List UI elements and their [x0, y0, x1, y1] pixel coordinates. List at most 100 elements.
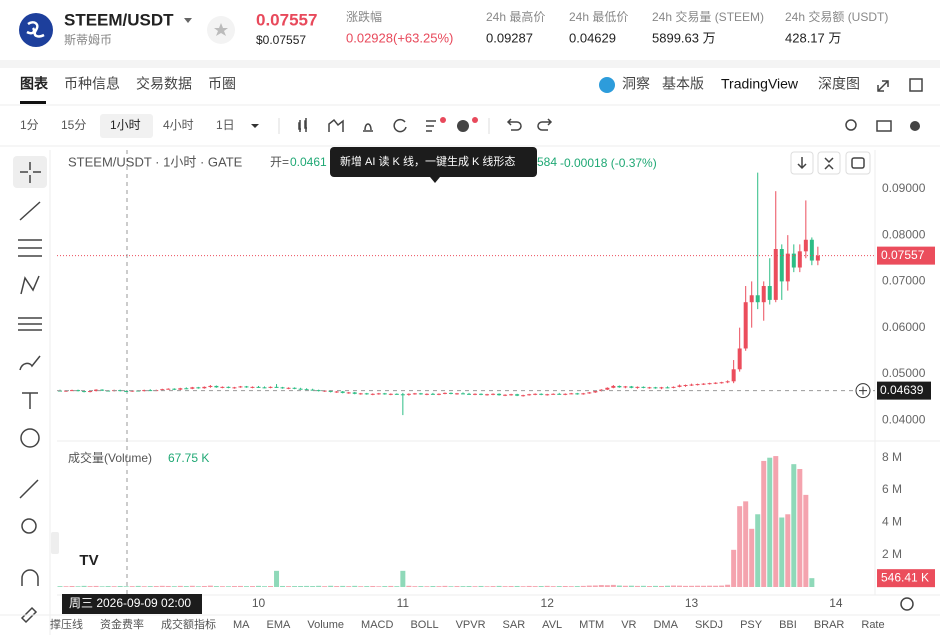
candle-body [238, 386, 243, 388]
tool-lock[interactable] [20, 606, 38, 624]
caret[interactable] [184, 18, 192, 23]
volume-bar [340, 585, 346, 587]
volume-bar [785, 514, 791, 587]
stat-value: 0.04629 [569, 30, 616, 45]
tool-emoji[interactable] [20, 428, 40, 448]
interval[interactable]: 1日 [216, 118, 235, 132]
indicator-tab[interactable]: PSY [740, 619, 763, 631]
axis-settings[interactable] [900, 597, 914, 611]
pane-handle[interactable] [51, 532, 59, 554]
candle-body [442, 392, 447, 394]
volume-bar [237, 585, 243, 587]
indicator-tab[interactable]: VR [621, 619, 636, 631]
tool-fib[interactable] [18, 317, 42, 331]
tool-crosshair[interactable] [20, 162, 41, 183]
indicator-tab[interactable]: 撑压线 [50, 617, 83, 631]
tab[interactable]: TradingView [721, 76, 799, 92]
indicator-tab[interactable]: EMA [267, 619, 292, 631]
candle-body [124, 391, 129, 393]
volume-bar [616, 585, 622, 587]
tool-lines[interactable] [18, 239, 42, 257]
tool-magnet[interactable] [21, 569, 39, 586]
indicator-tab[interactable]: SKDJ [695, 619, 723, 631]
add[interactable] [457, 120, 469, 132]
volume-bar [298, 586, 304, 587]
interval-selected[interactable]: 1小时 [110, 118, 141, 132]
snapshot[interactable] [876, 120, 892, 132]
indicator-tab[interactable]: BBI [779, 619, 797, 631]
caret[interactable] [251, 124, 259, 128]
maximize-icon [851, 157, 865, 169]
candle-body [352, 392, 357, 394]
legend-open-label: 开= [270, 155, 289, 169]
replay[interactable] [393, 118, 407, 133]
templates[interactable] [426, 120, 436, 132]
x-tick-label: 14 [829, 596, 843, 610]
candle-body [280, 387, 285, 389]
chart-type[interactable] [298, 118, 307, 132]
tool-pattern[interactable] [20, 275, 40, 295]
volume-bar [743, 501, 749, 587]
indicator-tab[interactable]: VPVR [456, 619, 486, 631]
candle-body [503, 394, 508, 396]
volume-bar [803, 494, 809, 587]
indicator-tab[interactable]: 资金费率 [100, 617, 144, 631]
tooltip [330, 147, 537, 177]
undo[interactable] [506, 118, 522, 131]
tab[interactable]: 洞察 [622, 76, 650, 92]
tab[interactable]: 币种信息 [64, 76, 120, 92]
candle-body [316, 390, 321, 392]
candle-body [671, 386, 676, 388]
candle-body [803, 239, 808, 252]
stat-value: 428.17 万 [785, 30, 841, 45]
tool-ruler[interactable] [19, 479, 39, 499]
volume-bar [628, 585, 634, 587]
settings[interactable] [910, 121, 920, 131]
tab[interactable]: 深度图 [818, 76, 860, 92]
indicator-tab[interactable]: BRAR [814, 619, 845, 631]
interval[interactable]: 4小时 [163, 118, 194, 132]
indicator-tab[interactable]: MA [233, 619, 250, 631]
volume-bar [225, 586, 231, 587]
button-maximize[interactable] [845, 151, 871, 175]
tab[interactable]: 基本版 [662, 76, 704, 92]
indicator-tab[interactable]: SAR [503, 619, 526, 631]
candle-body [659, 387, 664, 389]
candle-body [785, 253, 790, 282]
tab[interactable]: 币圈 [208, 76, 236, 92]
volume-bar [262, 586, 268, 587]
indicator-tab[interactable]: Volume [307, 619, 344, 631]
symbol[interactable]: STEEM/USDT [64, 10, 174, 29]
tab[interactable]: 交易数据 [136, 76, 192, 92]
interval[interactable]: 15分 [61, 118, 86, 132]
indicator-tab[interactable]: MACD [361, 619, 393, 631]
indicator-tab[interactable]: AVL [542, 619, 562, 631]
tool-zoom[interactable] [21, 518, 37, 534]
interval[interactable]: 1分 [20, 118, 39, 132]
indicator-tab[interactable]: DMA [653, 619, 678, 631]
tool-text[interactable] [22, 392, 38, 409]
tab-active[interactable]: 图表 [20, 76, 49, 92]
indicator-tab[interactable]: 成交额指标 [161, 617, 216, 631]
candle-body [70, 390, 75, 392]
volume-bar [147, 586, 153, 587]
candle-body [226, 386, 231, 388]
expand[interactable] [877, 80, 889, 92]
indicators[interactable] [328, 118, 344, 132]
search[interactable] [845, 119, 857, 131]
redo[interactable] [537, 118, 553, 131]
volume-bar [731, 549, 737, 587]
volume-bar [695, 585, 701, 587]
tool-trendline[interactable] [19, 201, 41, 221]
volume-bar [274, 570, 280, 587]
candle-body [310, 389, 315, 391]
volume-bar [761, 460, 767, 587]
indicator-tab[interactable]: MTM [579, 619, 604, 631]
indicator-tab[interactable]: Rate [861, 619, 884, 631]
alert[interactable] [363, 123, 373, 132]
stat-label: 涨跌幅 [346, 9, 382, 24]
indicator-tab[interactable]: BOLL [410, 619, 438, 631]
tool-brush[interactable] [19, 355, 41, 371]
window[interactable] [909, 78, 923, 92]
volume-bar [749, 528, 755, 587]
